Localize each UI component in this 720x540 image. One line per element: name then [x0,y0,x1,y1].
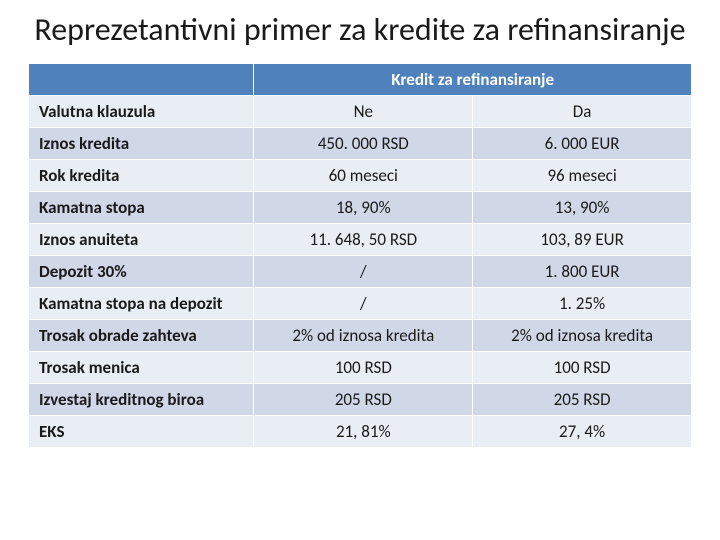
row-value: 6. 000 EUR [473,127,692,159]
row-value: 103, 89 EUR [473,223,692,255]
row-value: 27, 4% [473,415,692,447]
row-value: 1. 25% [473,287,692,319]
row-value: 100 RSD [254,351,473,383]
row-value: 2% od iznosa kredita [473,319,692,351]
row-value: 11. 648, 50 RSD [254,223,473,255]
table-row: Valutna klauzula Ne Da [29,95,692,127]
header-blank-cell [29,63,254,95]
row-label: Trosak obrade zahteva [29,319,254,351]
row-label: Rok kredita [29,159,254,191]
row-label: Iznos anuiteta [29,223,254,255]
row-value: / [254,287,473,319]
table-row: Iznos anuiteta 11. 648, 50 RSD 103, 89 E… [29,223,692,255]
table-row: Trosak menica 100 RSD 100 RSD [29,351,692,383]
row-value: 18, 90% [254,191,473,223]
row-label: Izvestaj kreditnog biroa [29,383,254,415]
row-label: EKS [29,415,254,447]
table-row: Rok kredita 60 meseci 96 meseci [29,159,692,191]
table-row: Iznos kredita 450. 000 RSD 6. 000 EUR [29,127,692,159]
row-label: Trosak menica [29,351,254,383]
table-row: Kamatna stopa 18, 90% 13, 90% [29,191,692,223]
row-value: Ne [254,95,473,127]
row-value: 100 RSD [473,351,692,383]
row-value: / [254,255,473,287]
table-header-row: Kredit za refinansiranje [29,63,692,95]
slide-title: Reprezetantivni primer za kredite za ref… [28,12,692,49]
table-row: Kamatna stopa na depozit / 1. 25% [29,287,692,319]
row-label: Depozit 30% [29,255,254,287]
header-span-cell: Kredit za refinansiranje [254,63,692,95]
row-value: 2% od iznosa kredita [254,319,473,351]
table-row: Depozit 30% / 1. 800 EUR [29,255,692,287]
row-label: Kamatna stopa na depozit [29,287,254,319]
row-value: 13, 90% [473,191,692,223]
table-row: EKS 21, 81% 27, 4% [29,415,692,447]
row-value: 21, 81% [254,415,473,447]
row-value: 96 meseci [473,159,692,191]
row-label: Iznos kredita [29,127,254,159]
row-value: 450. 000 RSD [254,127,473,159]
row-value: 205 RSD [473,383,692,415]
row-label: Valutna klauzula [29,95,254,127]
table-row: Trosak obrade zahteva 2% od iznosa kredi… [29,319,692,351]
loan-table: Kredit za refinansiranje Valutna klauzul… [28,63,692,448]
row-value: 1. 800 EUR [473,255,692,287]
table-row: Izvestaj kreditnog biroa 205 RSD 205 RSD [29,383,692,415]
row-label: Kamatna stopa [29,191,254,223]
row-value: 60 meseci [254,159,473,191]
row-value: Da [473,95,692,127]
row-value: 205 RSD [254,383,473,415]
